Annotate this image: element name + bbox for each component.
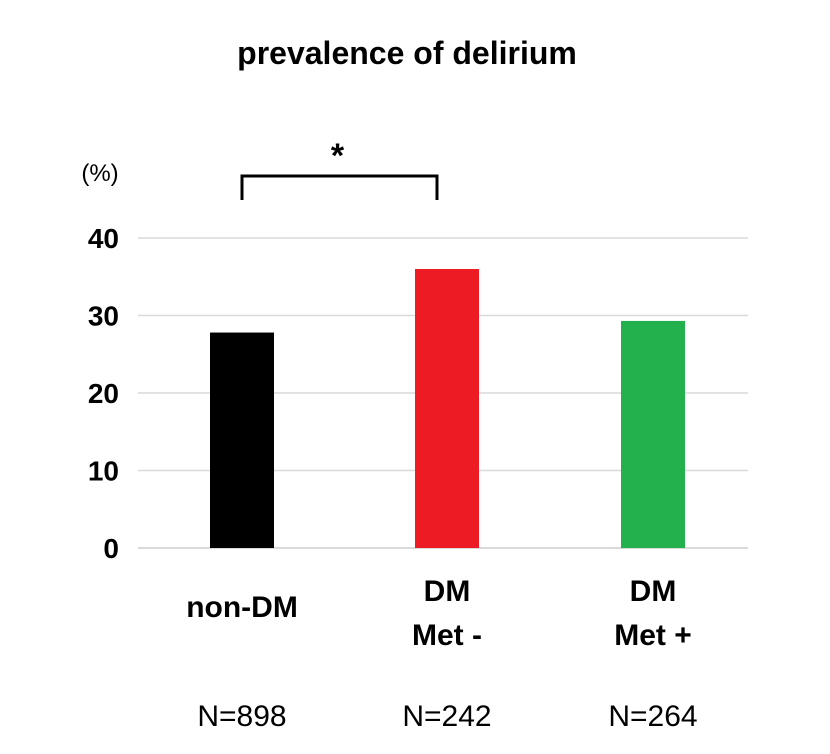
chart-title: prevalence of delirium — [237, 35, 577, 71]
bar-1 — [415, 269, 479, 548]
bars — [210, 269, 685, 548]
bar-2 — [621, 320, 685, 548]
y-tick-label-40: 40 — [88, 223, 119, 254]
y-axis-ticks: 0 10 20 30 40 — [88, 223, 119, 564]
category-label-0-line-0: non-DM — [186, 591, 298, 624]
y-tick-label-20: 20 — [88, 378, 119, 409]
x-axis-categories: non-DM DM Met - DM Met + — [186, 575, 692, 652]
sample-size-label-1: N=242 — [402, 700, 491, 733]
significance-bracket — [240, 174, 439, 200]
sample-size-label-2: N=264 — [608, 700, 697, 733]
y-axis-unit-label: (%) — [81, 160, 118, 187]
y-tick-label-30: 30 — [88, 301, 119, 332]
bar-0 — [210, 332, 274, 548]
sample-size-label-0: N=898 — [197, 700, 286, 733]
sample-size-labels: N=898 N=242 N=264 — [197, 700, 697, 733]
y-tick-label-0: 0 — [103, 533, 119, 564]
y-tick-label-10: 10 — [88, 456, 119, 487]
category-label-1-line-1: Met - — [412, 619, 482, 652]
category-label-2-line-0: DM — [630, 575, 677, 608]
category-label-2-line-1: Met + — [614, 619, 692, 652]
significance-asterisk: * — [331, 137, 345, 175]
significance-annotation: * — [240, 137, 439, 200]
category-label-1-line-0: DM — [424, 575, 471, 608]
